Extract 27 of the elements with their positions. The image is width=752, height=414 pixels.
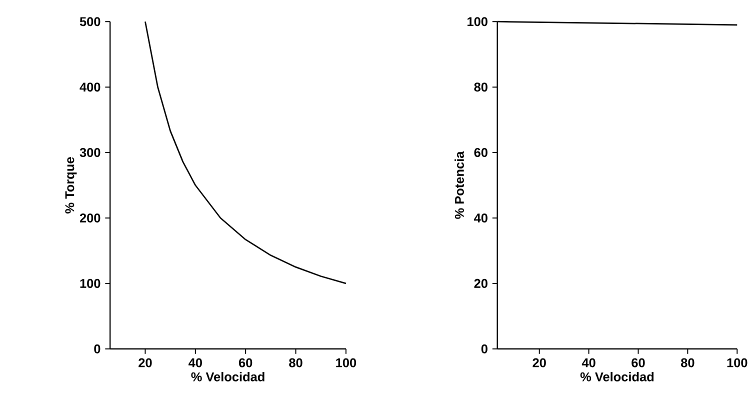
y-tick-label: 20 xyxy=(474,279,488,288)
x-tick-label: 100 xyxy=(336,358,356,368)
x-axis-title: % Velocidad xyxy=(191,372,264,382)
x-tick-label: 40 xyxy=(188,358,202,368)
x-tick-label: 80 xyxy=(289,358,302,368)
x-axis-title: % Velocidad xyxy=(580,372,654,382)
y-tick-label: 300 xyxy=(80,148,100,158)
x-tick-label: 60 xyxy=(632,358,645,368)
y-tick-label: 200 xyxy=(80,214,100,223)
y-tick-label: 500 xyxy=(80,17,100,26)
x-tick-label: 100 xyxy=(727,358,748,368)
x-tick-label: 60 xyxy=(238,358,252,368)
y-tick-label: 60 xyxy=(474,148,488,158)
y-tick-label: 80 xyxy=(474,82,488,92)
y-tick-label: 0 xyxy=(94,344,100,354)
x-tick-label: 40 xyxy=(582,358,596,368)
y-axis-title: % Torque xyxy=(65,157,77,214)
y-tick-label: 100 xyxy=(468,17,488,26)
x-tick-label: 80 xyxy=(681,358,694,368)
x-tick-label: 20 xyxy=(532,358,546,368)
y-axis-title: % Potencia xyxy=(454,151,464,219)
line-series xyxy=(144,21,347,284)
y-tick-label: 100 xyxy=(80,279,100,288)
y-tick-label: 400 xyxy=(80,82,100,92)
y-tick-label: 40 xyxy=(474,214,488,223)
x-tick-label: 20 xyxy=(138,358,152,368)
y-tick-label: 0 xyxy=(481,344,488,354)
